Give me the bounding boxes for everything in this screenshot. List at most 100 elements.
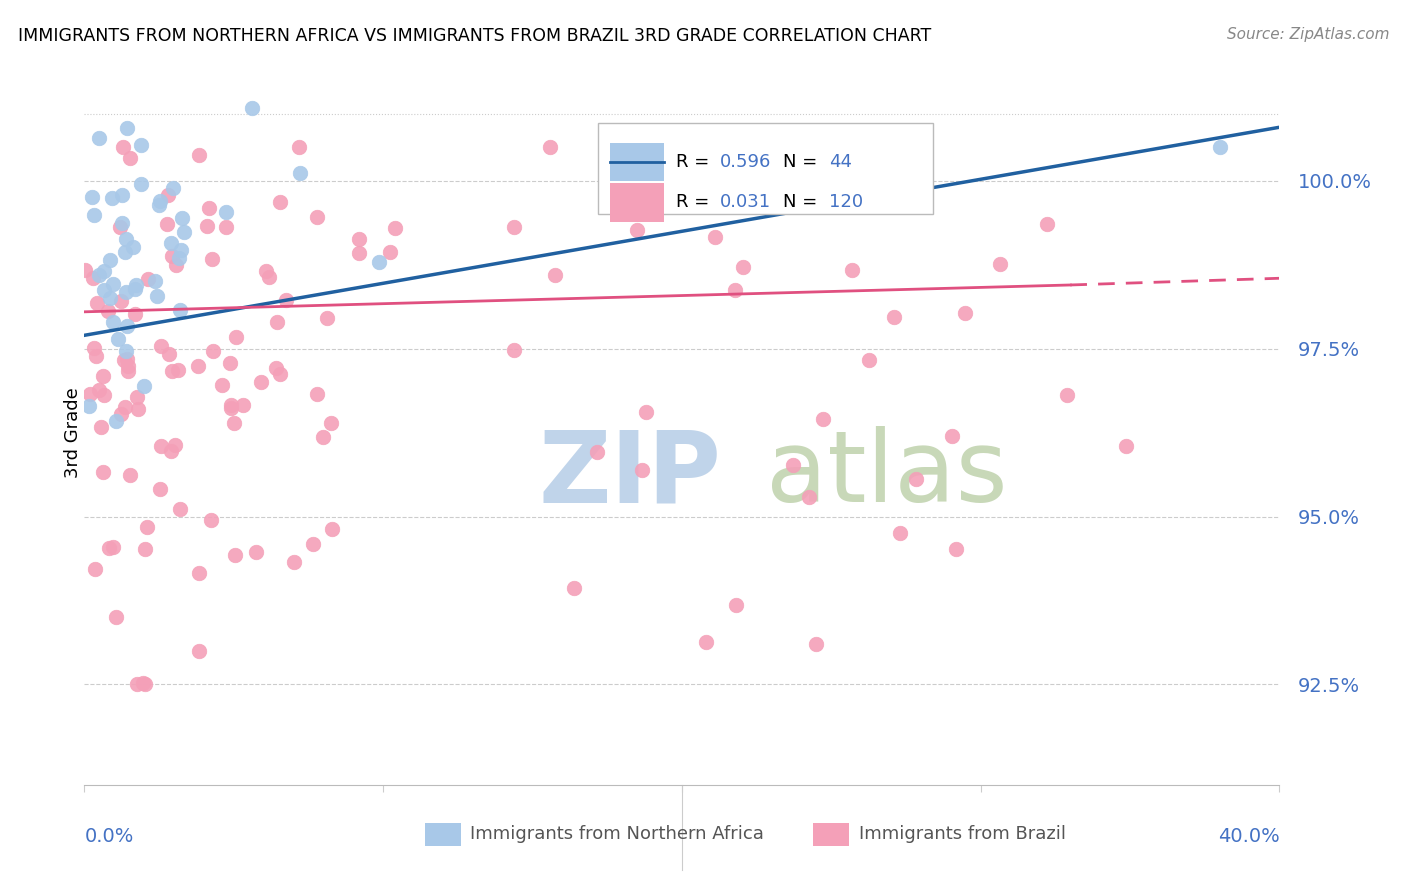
Point	[89, 131, 111, 145]
Text: Immigrants from Brazil: Immigrants from Brazil	[859, 825, 1066, 843]
Point	[321, 522, 343, 536]
Point	[104, 610, 127, 624]
Point	[150, 439, 173, 453]
Point	[98, 253, 121, 268]
Point	[307, 387, 329, 401]
Point	[87, 268, 110, 282]
Point	[117, 359, 139, 373]
Point	[115, 120, 138, 135]
Point	[101, 191, 124, 205]
Point	[218, 355, 240, 369]
Point	[136, 520, 159, 534]
Point	[695, 634, 717, 648]
FancyBboxPatch shape	[610, 143, 664, 181]
Point	[283, 555, 305, 569]
FancyBboxPatch shape	[610, 183, 664, 221]
Point	[115, 232, 138, 246]
Point	[107, 332, 129, 346]
Point	[163, 437, 186, 451]
Point	[841, 263, 863, 277]
Point	[93, 388, 115, 402]
Point	[111, 216, 134, 230]
Point	[266, 315, 288, 329]
Point	[198, 201, 221, 215]
Point	[146, 288, 169, 302]
Text: Source: ZipAtlas.com: Source: ZipAtlas.com	[1226, 27, 1389, 42]
Point	[249, 375, 271, 389]
Point	[626, 223, 648, 237]
Point	[132, 676, 155, 690]
Text: R =: R =	[676, 153, 714, 171]
Point	[316, 311, 339, 326]
Point	[103, 315, 125, 329]
Text: 44: 44	[830, 153, 852, 171]
Point	[941, 429, 963, 443]
Point	[1115, 440, 1137, 454]
Point	[149, 482, 172, 496]
Point	[224, 548, 246, 562]
Point	[80, 190, 103, 204]
Point	[173, 225, 195, 239]
Point	[86, 296, 108, 310]
Text: IMMIGRANTS FROM NORTHERN AFRICA VS IMMIGRANTS FROM BRAZIL 3RD GRADE CORRELATION : IMMIGRANTS FROM NORTHERN AFRICA VS IMMIG…	[18, 27, 932, 45]
Point	[319, 416, 342, 430]
Point	[97, 303, 120, 318]
Point	[169, 252, 191, 266]
Point	[125, 390, 148, 404]
Point	[124, 307, 146, 321]
Point	[84, 349, 107, 363]
Text: 0.0%: 0.0%	[84, 827, 134, 847]
Text: atlas: atlas	[766, 426, 1007, 524]
Point	[586, 445, 609, 459]
FancyBboxPatch shape	[599, 122, 934, 214]
Point	[117, 351, 139, 366]
Point	[157, 347, 180, 361]
Point	[93, 264, 115, 278]
Point	[110, 294, 132, 309]
Point	[169, 243, 191, 257]
Y-axis label: 3rd Grade: 3rd Grade	[65, 387, 82, 478]
Point	[219, 398, 242, 412]
Point	[858, 353, 880, 368]
Point	[222, 416, 245, 430]
Point	[79, 386, 101, 401]
Point	[503, 343, 526, 358]
Point	[167, 363, 190, 377]
Point	[159, 235, 181, 250]
Point	[302, 536, 325, 550]
Point	[215, 205, 238, 219]
Point	[733, 260, 755, 274]
Point	[82, 270, 104, 285]
Point	[83, 341, 105, 355]
Point	[631, 463, 654, 477]
Point	[200, 513, 222, 527]
Point	[136, 271, 159, 285]
Point	[120, 151, 142, 165]
Point	[380, 244, 402, 259]
Point	[117, 363, 139, 377]
Point	[97, 541, 120, 555]
Point	[93, 284, 115, 298]
Point	[187, 359, 209, 373]
Point	[91, 465, 114, 479]
Point	[211, 378, 233, 392]
Point	[187, 148, 209, 162]
Point	[257, 269, 280, 284]
Point	[127, 677, 149, 691]
Point	[703, 230, 725, 244]
Text: 0.031: 0.031	[720, 194, 772, 211]
Point	[162, 181, 184, 195]
Point	[197, 219, 219, 234]
Text: 120: 120	[830, 194, 863, 211]
Text: R =: R =	[676, 194, 714, 211]
Point	[274, 293, 297, 308]
Point	[83, 562, 105, 576]
Point	[101, 541, 124, 555]
Point	[114, 344, 136, 359]
Point	[269, 368, 291, 382]
Point	[124, 282, 146, 296]
Point	[87, 384, 110, 398]
Point	[111, 140, 134, 154]
Point	[254, 264, 277, 278]
Point	[110, 187, 132, 202]
